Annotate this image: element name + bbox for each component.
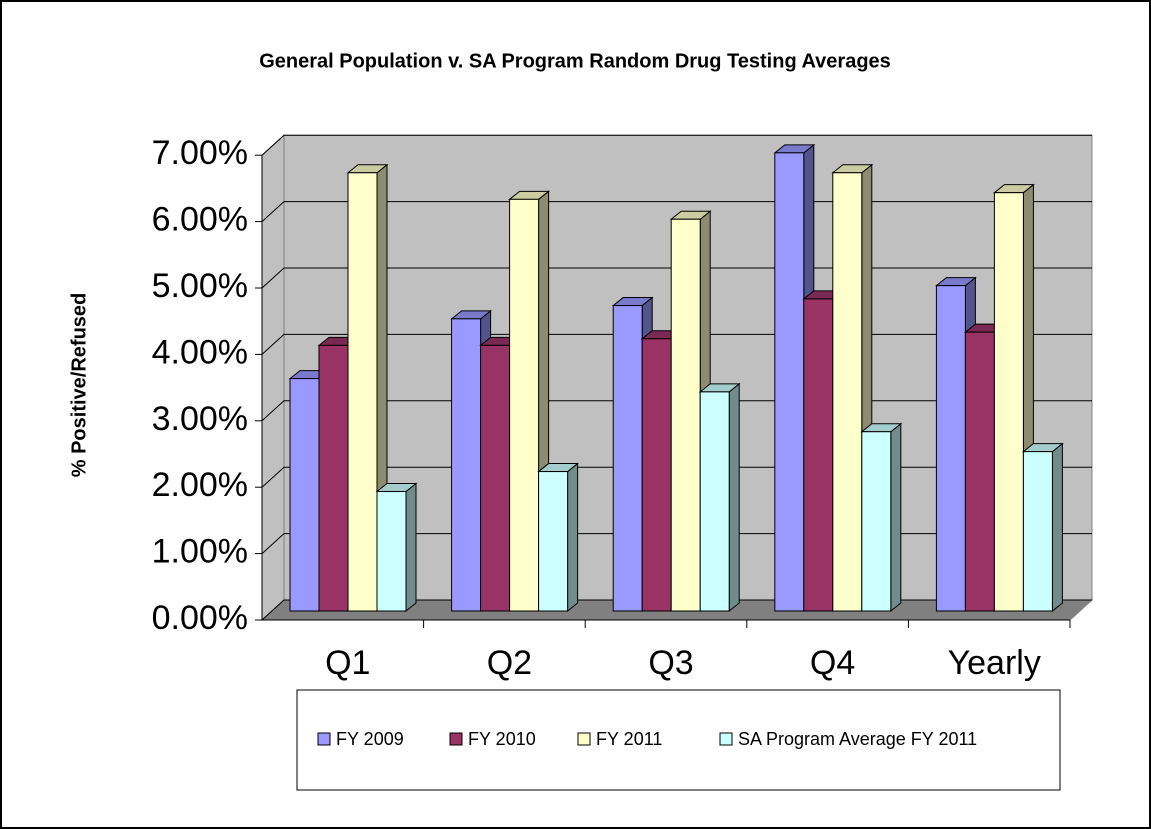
bar [832, 172, 863, 612]
legend-swatch [317, 732, 331, 746]
legend-label: SA Program Average FY 2011 [738, 729, 977, 749]
bar-side [567, 462, 579, 613]
bar [641, 338, 672, 612]
y-tick-label: 5.00% [152, 267, 248, 305]
grid-line [261, 267, 1092, 289]
bar [670, 218, 701, 612]
bar [964, 331, 995, 612]
y-tick-label: 1.00% [152, 533, 248, 571]
chart-title: General Population v. SA Program Random … [259, 50, 891, 72]
bar [347, 172, 378, 612]
bar [1022, 451, 1053, 612]
side-wall [261, 134, 285, 622]
bar [538, 471, 569, 612]
bar-side [405, 482, 417, 613]
x-tick-label: Yearly [948, 644, 1041, 682]
bar [861, 431, 892, 612]
legend-label: FY 2011 [596, 729, 662, 749]
legend-swatch [449, 732, 463, 746]
y-tick-label: 6.00% [152, 201, 248, 239]
bar [774, 152, 805, 612]
grid-line [261, 134, 1092, 156]
x-tick-label: Q1 [325, 644, 370, 682]
legend-label: FY 2009 [336, 729, 404, 749]
bar [289, 378, 320, 612]
bar-side [890, 422, 902, 613]
legend-box [296, 689, 1061, 791]
bar [480, 344, 511, 612]
legend-swatch [719, 732, 733, 746]
bar [376, 490, 407, 612]
legend-swatch [577, 732, 591, 746]
bar-side [1051, 442, 1063, 613]
bar-side [728, 382, 740, 613]
bar [803, 298, 834, 612]
y-tick-label: 4.00% [152, 333, 248, 371]
legend-label: FY 2010 [468, 729, 536, 749]
bar [612, 305, 643, 612]
x-tick-label: Q2 [487, 644, 532, 682]
x-tick-label: Q4 [810, 644, 855, 682]
bar [318, 344, 349, 612]
y-tick-label: 0.00% [152, 599, 248, 637]
y-tick-label: 2.00% [152, 466, 248, 504]
bar [935, 285, 966, 612]
bar [993, 192, 1024, 612]
bar [451, 318, 482, 612]
y-tick-label: 3.00% [152, 400, 248, 438]
grid-line [261, 201, 1092, 222]
x-tick-label: Q3 [648, 644, 693, 682]
y-tick-label: 7.00% [152, 134, 248, 172]
y-axis-label: % Positive/Refused [68, 293, 90, 478]
bar [509, 198, 540, 612]
bar [699, 391, 730, 612]
